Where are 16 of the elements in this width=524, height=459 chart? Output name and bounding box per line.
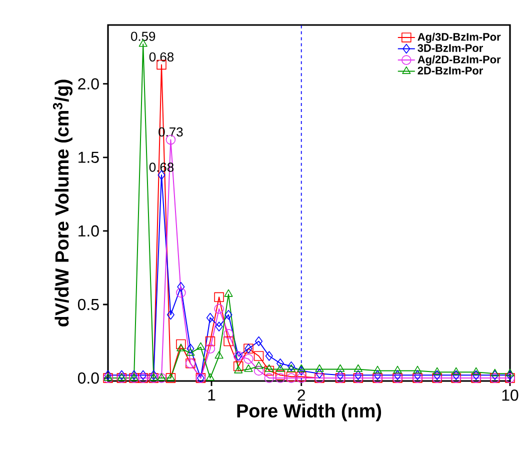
- annotation: 0.59: [131, 32, 156, 41]
- y-axis-title: dV/dW Pore Volume (cm$^{3}$/g): [52, 80, 72, 326]
- y-tick-label: 2.0: [78, 78, 99, 90]
- x-tick-label: 1: [208, 390, 216, 400]
- x-tick-label: 2: [298, 390, 305, 401]
- y-tick-label: 0.5: [78, 298, 99, 310]
- legend-label: Ag/2D-BzIm-Por: [418, 55, 501, 66]
- y-tick-label: 1.0: [78, 225, 99, 237]
- legend-label: Ag/3D-BzIm-Por: [418, 32, 501, 44]
- y-tick-label: 1.5: [78, 152, 99, 163]
- x-axis-title: Pore Width (nm): [237, 404, 382, 422]
- x-tick-label: 10: [502, 390, 518, 401]
- legend-label: 2D-BzIm-Por: [418, 66, 483, 74]
- legend-label: 3D-BzIm-Por: [418, 44, 483, 52]
- annotation: 0.68: [149, 52, 174, 62]
- y-tick-label: 0.0: [78, 372, 99, 384]
